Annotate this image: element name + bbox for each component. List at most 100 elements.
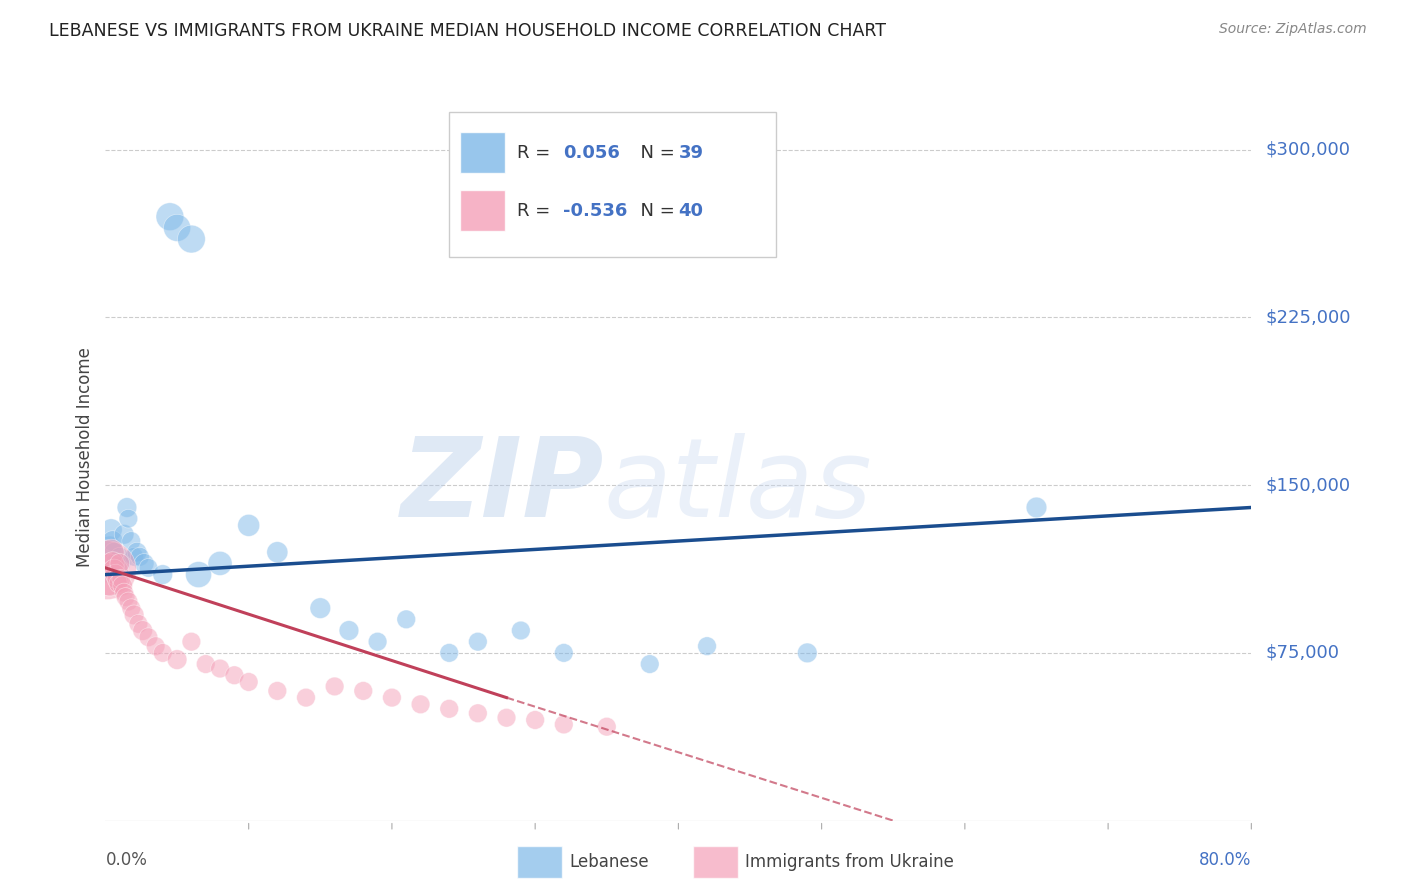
Point xyxy=(1025,500,1047,515)
Point xyxy=(337,624,360,638)
Point xyxy=(127,616,149,631)
Point xyxy=(467,706,489,721)
Text: Source: ZipAtlas.com: Source: ZipAtlas.com xyxy=(1219,22,1367,37)
Text: 39: 39 xyxy=(678,144,703,161)
Point xyxy=(180,634,202,648)
Point xyxy=(467,634,489,648)
Point xyxy=(638,657,661,671)
Point xyxy=(696,639,718,653)
Point xyxy=(120,601,142,615)
Text: Lebanese: Lebanese xyxy=(569,853,650,871)
Text: N =: N = xyxy=(630,144,681,161)
Text: 0.056: 0.056 xyxy=(562,144,620,161)
Point xyxy=(138,561,160,575)
Text: -0.536: -0.536 xyxy=(562,202,627,219)
Point xyxy=(437,646,460,660)
Point xyxy=(98,572,121,586)
Point xyxy=(152,567,174,582)
Point xyxy=(437,702,460,716)
Point xyxy=(110,557,132,571)
Point xyxy=(128,549,150,564)
Point xyxy=(100,523,122,537)
Text: $150,000: $150,000 xyxy=(1265,476,1350,494)
Point xyxy=(152,646,174,660)
Point xyxy=(112,585,135,599)
Point xyxy=(309,601,332,615)
Point xyxy=(104,567,127,582)
Point xyxy=(159,210,181,224)
Point xyxy=(100,545,122,559)
Point xyxy=(103,563,125,577)
Point xyxy=(238,675,260,690)
Point xyxy=(125,545,148,559)
Point xyxy=(107,576,129,591)
Point xyxy=(104,554,127,568)
Point xyxy=(409,698,432,712)
Point xyxy=(112,527,135,541)
Point xyxy=(97,567,120,582)
Text: N =: N = xyxy=(630,202,681,219)
Point xyxy=(208,661,231,675)
Point xyxy=(495,711,517,725)
Text: $75,000: $75,000 xyxy=(1265,644,1340,662)
Point xyxy=(120,534,142,549)
Text: R =: R = xyxy=(517,144,555,161)
Point xyxy=(103,545,125,559)
Point xyxy=(138,630,160,644)
Point xyxy=(553,646,575,660)
Text: atlas: atlas xyxy=(605,433,873,540)
Point xyxy=(108,549,131,564)
Point xyxy=(122,607,145,622)
Point xyxy=(509,624,531,638)
Point xyxy=(194,657,217,671)
Point xyxy=(110,572,132,586)
Point xyxy=(596,720,619,734)
Text: R =: R = xyxy=(517,202,555,219)
Point xyxy=(553,717,575,731)
Point xyxy=(145,639,167,653)
Point xyxy=(180,232,202,246)
Point xyxy=(367,634,389,648)
Point xyxy=(114,590,136,604)
Point xyxy=(352,684,374,698)
Point xyxy=(395,612,418,626)
Point xyxy=(98,541,121,555)
Point xyxy=(166,652,188,666)
Point xyxy=(105,561,128,575)
Point xyxy=(796,646,818,660)
Point xyxy=(101,534,124,549)
Point xyxy=(131,624,153,638)
Point xyxy=(166,220,188,235)
Point xyxy=(101,557,124,571)
Point xyxy=(381,690,404,705)
Point xyxy=(266,545,288,559)
Text: ZIP: ZIP xyxy=(401,433,605,540)
Point xyxy=(107,567,129,582)
Point xyxy=(134,557,156,571)
Point xyxy=(208,557,231,571)
Point xyxy=(115,500,138,515)
Point xyxy=(187,567,209,582)
Point xyxy=(224,668,246,682)
Text: 40: 40 xyxy=(678,202,703,219)
Text: LEBANESE VS IMMIGRANTS FROM UKRAINE MEDIAN HOUSEHOLD INCOME CORRELATION CHART: LEBANESE VS IMMIGRANTS FROM UKRAINE MEDI… xyxy=(49,22,886,40)
Text: $225,000: $225,000 xyxy=(1265,309,1351,326)
Y-axis label: Median Household Income: Median Household Income xyxy=(76,347,94,567)
Point xyxy=(238,518,260,533)
Point xyxy=(105,572,128,586)
Point xyxy=(117,594,139,608)
Point xyxy=(108,557,131,571)
Point xyxy=(122,549,145,564)
Point xyxy=(295,690,318,705)
Text: Immigrants from Ukraine: Immigrants from Ukraine xyxy=(745,853,955,871)
Text: $300,000: $300,000 xyxy=(1265,141,1350,159)
Point xyxy=(323,680,346,694)
Point xyxy=(97,563,120,577)
Text: 0.0%: 0.0% xyxy=(105,851,148,869)
Point xyxy=(96,563,118,577)
Point xyxy=(117,511,139,525)
Point xyxy=(111,579,134,593)
Text: 80.0%: 80.0% xyxy=(1199,851,1251,869)
Point xyxy=(524,713,547,727)
Point xyxy=(266,684,288,698)
